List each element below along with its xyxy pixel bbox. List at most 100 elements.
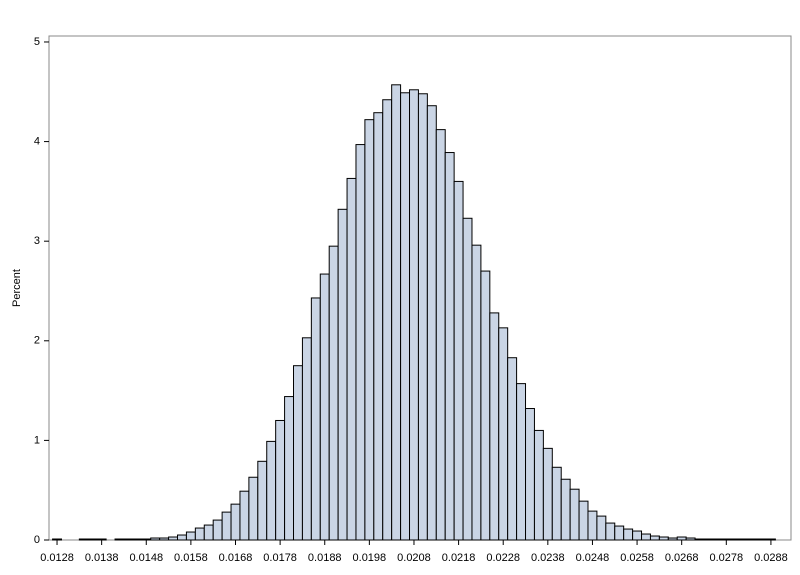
- bar: [364, 119, 375, 541]
- x-tick-label: 0.0138: [85, 552, 119, 564]
- bar: [257, 460, 268, 541]
- x-tick-label: 0.0228: [486, 552, 520, 564]
- bar: [658, 536, 669, 541]
- x-tick-label: 0.0128: [40, 552, 74, 564]
- bar: [757, 538, 767, 541]
- bar: [444, 152, 455, 541]
- y-tick-label: 2: [34, 335, 40, 347]
- bar: [748, 538, 759, 541]
- bar: [435, 129, 446, 541]
- bar: [587, 510, 598, 541]
- x-tick-label: 0.0168: [219, 552, 253, 564]
- bar: [168, 536, 179, 541]
- x-tick-label: 0.0188: [308, 552, 342, 564]
- bar: [123, 538, 134, 541]
- y-tick-label: 0: [34, 534, 40, 546]
- bar: [462, 217, 473, 541]
- bar: [551, 466, 562, 541]
- x-tick-label: 0.0238: [531, 552, 565, 564]
- bar: [230, 503, 241, 541]
- bar: [78, 538, 89, 541]
- y-tick-label: 1: [34, 434, 40, 446]
- bar: [409, 89, 419, 541]
- bar: [275, 419, 286, 541]
- bar: [516, 383, 527, 541]
- bar: [730, 538, 741, 541]
- bar: [596, 515, 607, 541]
- bar: [694, 538, 705, 541]
- bar: [739, 538, 750, 541]
- bar: [525, 408, 535, 541]
- bar: [293, 365, 303, 541]
- bar: [203, 524, 214, 541]
- bar: [301, 337, 312, 541]
- x-tick-label: 0.0148: [129, 552, 163, 564]
- bar: [426, 105, 437, 541]
- bar: [355, 144, 366, 541]
- bar: [480, 270, 491, 541]
- bar: [239, 490, 250, 541]
- bar: [417, 93, 428, 541]
- y-tick-label: 3: [34, 235, 40, 247]
- x-tick-label: 0.0198: [353, 552, 387, 564]
- bar: [96, 538, 107, 541]
- bar: [765, 538, 776, 541]
- x-tick-label: 0.0268: [665, 552, 699, 564]
- x-tick-label: 0.0158: [174, 552, 208, 564]
- bar: [676, 536, 687, 541]
- bar: [703, 538, 714, 541]
- bar: [114, 538, 125, 541]
- bar: [177, 534, 187, 541]
- bar: [337, 208, 348, 541]
- bar: [310, 297, 321, 541]
- bar: [641, 533, 651, 541]
- bar: [712, 538, 723, 541]
- bar: [400, 92, 411, 541]
- bar: [667, 537, 678, 541]
- bar: [605, 522, 616, 541]
- bar: [87, 538, 98, 541]
- bar: [498, 327, 509, 541]
- bar: [159, 537, 170, 541]
- bar: [328, 245, 339, 541]
- bar: [284, 396, 295, 541]
- bar: [623, 528, 634, 541]
- bar: [373, 112, 384, 541]
- bar: [614, 525, 625, 541]
- x-tick-label: 0.0218: [442, 552, 476, 564]
- bar: [649, 535, 660, 541]
- bar: [721, 538, 732, 541]
- bar: [685, 537, 696, 541]
- bar: [248, 476, 259, 541]
- y-tick-label: 5: [34, 36, 40, 48]
- y-axis-label: Percent: [11, 269, 23, 307]
- bar: [132, 538, 143, 541]
- bar: [52, 538, 62, 541]
- bar: [632, 530, 643, 541]
- x-tick-label: 0.0258: [620, 552, 654, 564]
- bar: [578, 500, 589, 541]
- bar: [141, 538, 152, 541]
- bar: [533, 429, 544, 541]
- bar: [560, 478, 571, 541]
- bar: [382, 99, 393, 541]
- bar: [319, 273, 330, 541]
- bar: [471, 244, 482, 541]
- bar: [194, 527, 205, 541]
- x-tick-label: 0.0208: [397, 552, 431, 564]
- x-tick-label: 0.0278: [709, 552, 743, 564]
- bar: [391, 84, 402, 541]
- bar: [453, 180, 464, 541]
- bar: [569, 488, 580, 541]
- bar: [346, 177, 357, 541]
- bar: [542, 447, 553, 541]
- bar: [507, 357, 518, 541]
- bar: [150, 537, 161, 541]
- bar: [221, 511, 232, 541]
- x-tick-label: 0.0248: [576, 552, 610, 564]
- bar: [489, 312, 500, 541]
- y-tick-label: 4: [34, 135, 40, 147]
- bar: [266, 440, 277, 541]
